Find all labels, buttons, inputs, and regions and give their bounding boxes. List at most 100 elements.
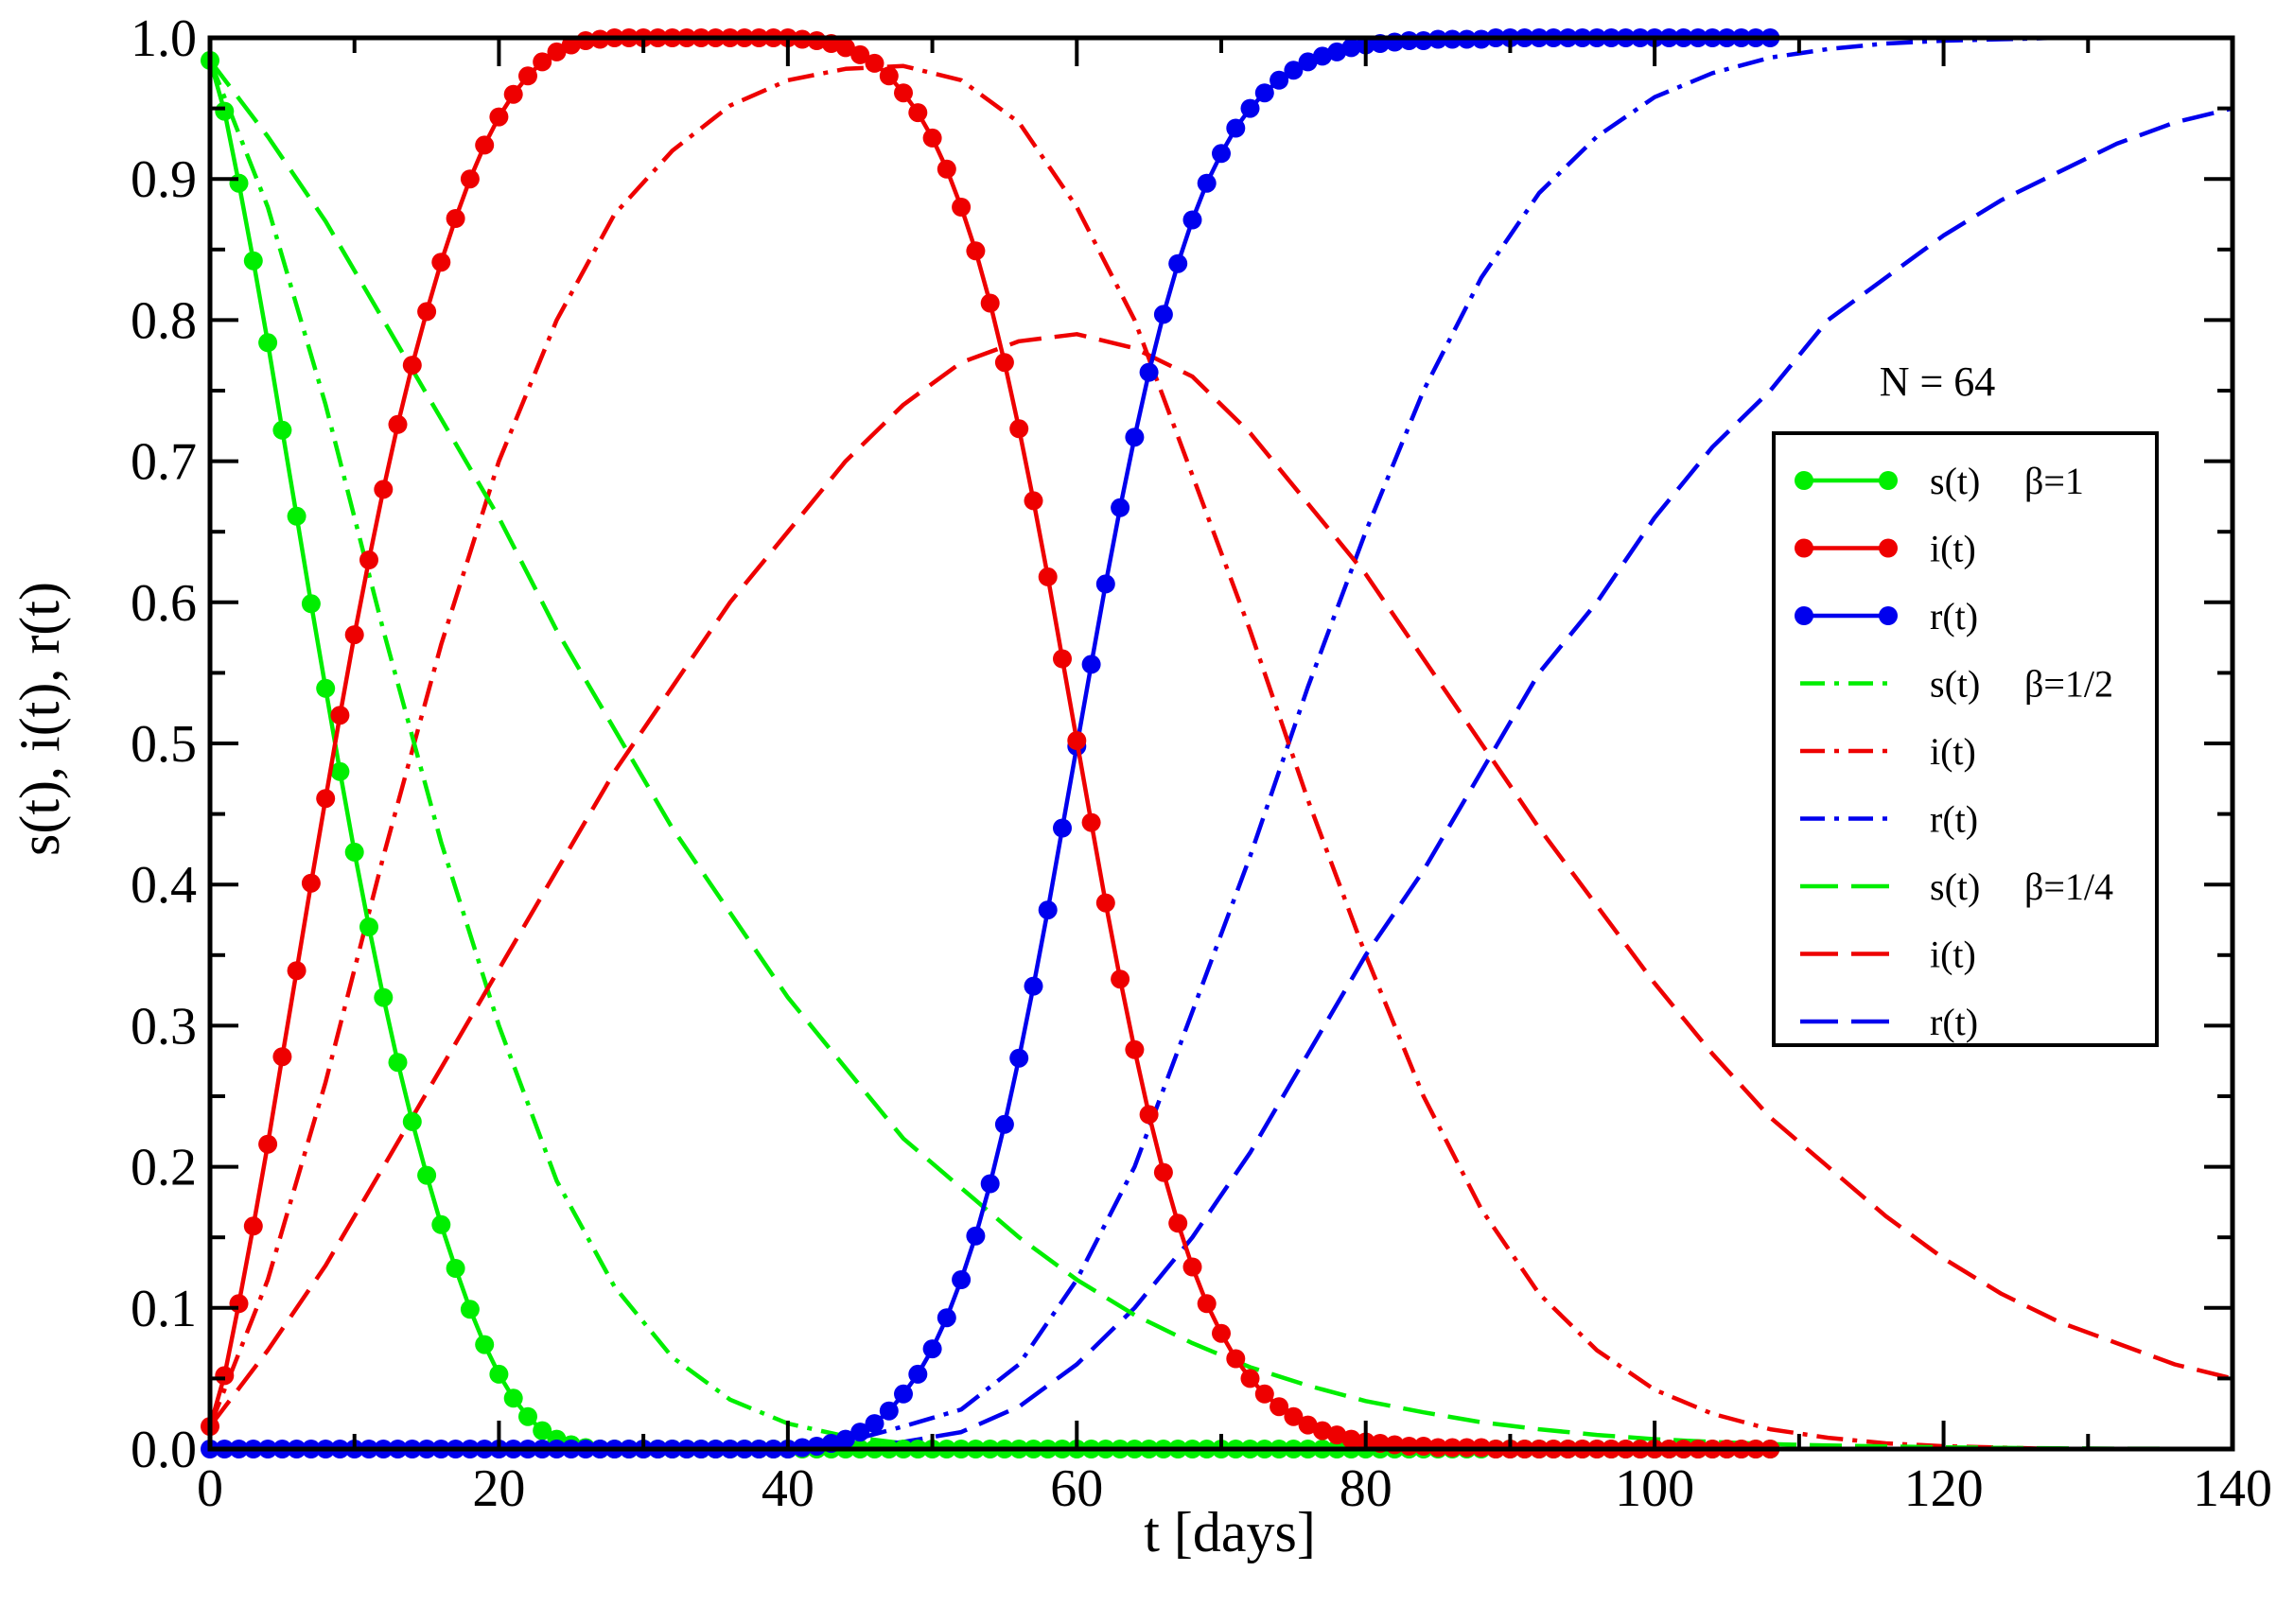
data-point xyxy=(1212,144,1231,164)
data-point xyxy=(258,1134,278,1154)
data-point xyxy=(533,52,552,72)
data-point xyxy=(966,241,986,261)
legend-label: s(t) xyxy=(1930,663,1980,706)
data-point xyxy=(865,53,884,73)
data-point xyxy=(1197,173,1217,193)
data-point xyxy=(272,1047,292,1067)
y-tick-label: 0.4 xyxy=(131,856,197,915)
data-point xyxy=(243,1216,263,1236)
data-point xyxy=(1270,1397,1289,1417)
data-point xyxy=(316,789,336,809)
y-tick-label: 0.6 xyxy=(131,574,197,633)
data-point xyxy=(1327,42,1347,61)
data-point xyxy=(1125,1039,1145,1059)
data-point xyxy=(344,842,364,862)
data-point xyxy=(215,1366,235,1386)
data-point xyxy=(922,128,942,148)
data-point xyxy=(835,1429,855,1449)
data-point xyxy=(446,1259,465,1278)
data-point xyxy=(980,293,1000,313)
data-point xyxy=(1240,98,1260,118)
series-i-dash xyxy=(208,332,2233,1428)
legend-box xyxy=(1772,431,2159,1047)
data-point xyxy=(359,917,378,936)
data-point xyxy=(417,1165,437,1185)
data-point xyxy=(937,159,956,179)
legend-marker xyxy=(1879,606,1898,625)
legend-marker xyxy=(1879,538,1898,558)
data-point xyxy=(1038,900,1058,920)
data-point xyxy=(1327,1425,1347,1445)
data-point xyxy=(894,1384,913,1404)
y-tick-label: 0.3 xyxy=(131,997,197,1056)
data-point xyxy=(1212,1323,1231,1343)
legend-label: i(t) xyxy=(1930,528,1976,570)
legend-group-label: β=1/2 xyxy=(2024,663,2113,706)
data-point xyxy=(952,198,972,217)
y-tick-label: 0.7 xyxy=(131,433,197,492)
data-point xyxy=(301,873,321,893)
x-axis-title: t [days] xyxy=(1144,1501,1316,1563)
series-s-dash xyxy=(208,59,2233,1452)
data-point xyxy=(1009,419,1029,439)
data-point xyxy=(417,302,437,322)
data-point xyxy=(229,1294,249,1314)
data-point xyxy=(489,107,509,127)
data-point xyxy=(215,101,235,121)
data-point xyxy=(1024,491,1043,511)
data-point xyxy=(937,1308,956,1328)
data-point xyxy=(533,1421,552,1441)
data-point xyxy=(402,1111,422,1131)
legend-marker xyxy=(1795,606,1813,625)
data-point xyxy=(1139,1105,1159,1125)
y-axis-title: s(t), i(t), r(t) xyxy=(9,582,71,856)
series-line xyxy=(208,59,2233,1452)
data-point xyxy=(359,550,378,569)
data-point xyxy=(475,1335,495,1354)
data-point xyxy=(388,414,408,434)
axes-layer: 0 20 40 60 80 100 120 140 0.0 0.1 0.2 0.3 0.4 0.5 0.6 0… xyxy=(131,9,2272,1518)
data-point xyxy=(258,333,278,353)
data-point xyxy=(1312,46,1332,66)
data-point xyxy=(994,353,1014,373)
data-point xyxy=(475,135,495,155)
legend-marker xyxy=(1795,471,1813,490)
data-point xyxy=(1226,1349,1246,1369)
data-point xyxy=(1095,893,1115,913)
data-point xyxy=(287,961,306,981)
data-point xyxy=(344,625,364,645)
legend-label: r(t) xyxy=(1930,798,1978,841)
data-point xyxy=(879,66,899,86)
data-point xyxy=(460,169,480,189)
data-point xyxy=(835,38,855,58)
data-point xyxy=(1038,567,1058,586)
data-point xyxy=(243,251,263,271)
series-i-solid-markers xyxy=(201,28,1780,1458)
data-point xyxy=(1312,1421,1332,1441)
data-point xyxy=(1182,210,1202,230)
data-point xyxy=(1182,1257,1202,1277)
data-point xyxy=(850,1423,870,1442)
legend-marker xyxy=(1795,538,1813,558)
data-point xyxy=(865,1414,884,1434)
data-point xyxy=(1125,428,1145,447)
data-point xyxy=(460,1300,480,1319)
data-point xyxy=(1153,1162,1173,1182)
data-point xyxy=(402,356,422,375)
x-tick-label: 120 xyxy=(1904,1459,1984,1518)
data-point xyxy=(908,103,928,123)
data-point xyxy=(1240,1369,1260,1388)
data-point xyxy=(374,480,394,499)
legend-label: s(t) xyxy=(1930,865,1980,908)
legend-label: s(t) xyxy=(1930,460,1980,502)
data-point xyxy=(1053,649,1072,669)
data-point xyxy=(922,1339,942,1359)
y-tick-label: 0.0 xyxy=(131,1421,197,1479)
data-point xyxy=(1139,362,1159,382)
series-line xyxy=(207,63,2233,1452)
data-point xyxy=(503,1388,523,1408)
data-point xyxy=(1341,38,1361,58)
data-point xyxy=(287,506,306,526)
data-point xyxy=(374,987,394,1007)
